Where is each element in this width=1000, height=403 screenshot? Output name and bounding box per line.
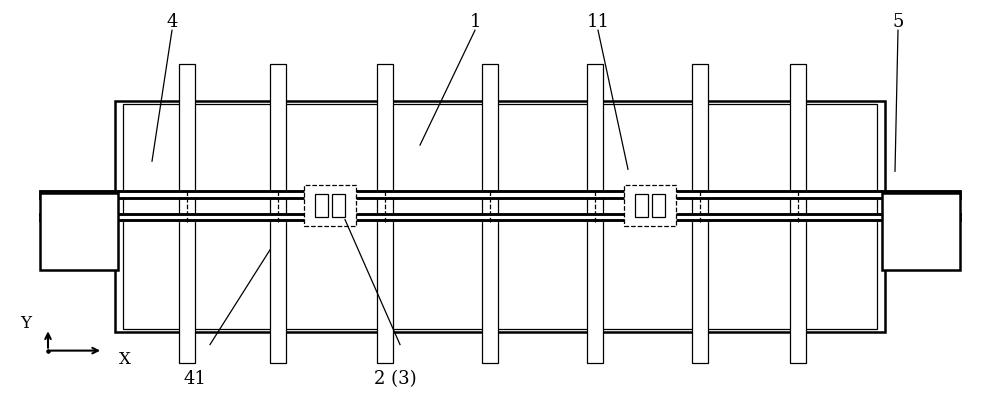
- Bar: [315, 195, 328, 217]
- Bar: [652, 195, 665, 217]
- Bar: [40, 214, 960, 220]
- Text: 5: 5: [892, 13, 904, 31]
- Bar: [179, 64, 195, 363]
- Bar: [635, 195, 648, 217]
- Bar: [482, 64, 498, 363]
- Bar: [40, 193, 118, 270]
- Text: Y: Y: [21, 315, 32, 332]
- Bar: [115, 101, 885, 332]
- Bar: [790, 64, 806, 363]
- Bar: [123, 104, 877, 329]
- Bar: [304, 185, 356, 226]
- Bar: [40, 191, 960, 198]
- Bar: [587, 64, 603, 363]
- Text: X: X: [119, 351, 131, 368]
- Text: 4: 4: [166, 13, 178, 31]
- Bar: [332, 195, 345, 217]
- Bar: [882, 193, 960, 270]
- Bar: [377, 64, 393, 363]
- Text: 2 (3): 2 (3): [374, 370, 416, 388]
- Bar: [624, 185, 676, 226]
- Text: 11: 11: [586, 13, 610, 31]
- Bar: [270, 64, 286, 363]
- Text: 1: 1: [469, 13, 481, 31]
- Bar: [692, 64, 708, 363]
- Text: 41: 41: [184, 370, 206, 388]
